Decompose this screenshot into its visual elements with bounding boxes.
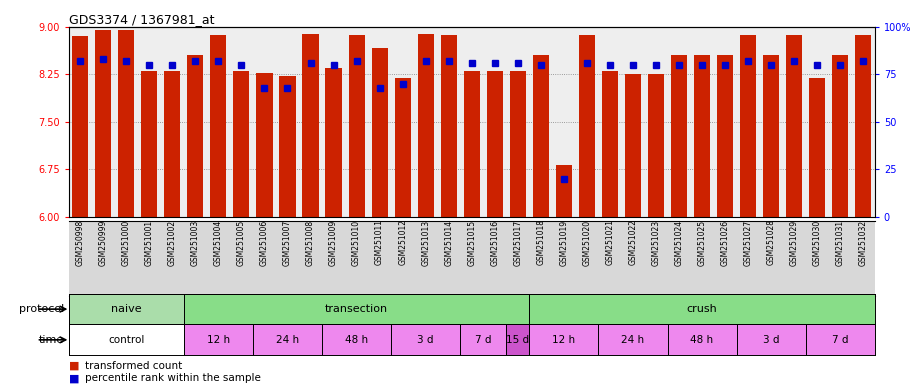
Bar: [533, 55, 549, 217]
Bar: [602, 71, 618, 217]
Text: 3 d: 3 d: [763, 335, 780, 345]
Text: 12 h: 12 h: [552, 335, 575, 345]
Text: percentile rank within the sample: percentile rank within the sample: [85, 373, 261, 383]
Text: 15 d: 15 d: [507, 335, 529, 345]
Bar: [507, 324, 529, 355]
Bar: [72, 36, 88, 217]
Bar: [694, 55, 710, 217]
Bar: [253, 324, 322, 355]
Text: ■: ■: [69, 361, 79, 371]
Bar: [234, 71, 249, 217]
Bar: [95, 30, 112, 217]
Bar: [391, 324, 460, 355]
Text: 24 h: 24 h: [276, 335, 299, 345]
Text: 7 d: 7 d: [475, 335, 492, 345]
Bar: [463, 71, 480, 217]
Bar: [486, 71, 503, 217]
Text: 7 d: 7 d: [832, 335, 848, 345]
Text: 3 d: 3 d: [418, 335, 434, 345]
Bar: [211, 35, 226, 217]
Bar: [717, 55, 733, 217]
Text: 48 h: 48 h: [345, 335, 368, 345]
Text: 12 h: 12 h: [207, 335, 230, 345]
Bar: [256, 73, 273, 217]
Bar: [671, 55, 687, 217]
Bar: [740, 35, 757, 217]
Bar: [418, 35, 434, 217]
Bar: [598, 324, 668, 355]
Text: 24 h: 24 h: [621, 335, 645, 345]
Bar: [736, 324, 806, 355]
Bar: [325, 68, 342, 217]
Bar: [372, 48, 387, 217]
Bar: [184, 294, 529, 324]
Bar: [164, 71, 180, 217]
Bar: [395, 78, 410, 217]
Bar: [184, 324, 253, 355]
Bar: [187, 55, 203, 217]
Text: 48 h: 48 h: [691, 335, 714, 345]
Bar: [529, 294, 875, 324]
Bar: [832, 55, 848, 217]
Bar: [529, 324, 598, 355]
Bar: [322, 324, 391, 355]
Bar: [302, 35, 319, 217]
Bar: [856, 35, 871, 217]
Text: protocol: protocol: [19, 304, 64, 314]
Bar: [441, 35, 457, 217]
Bar: [348, 35, 365, 217]
Text: time: time: [38, 335, 64, 345]
Bar: [69, 324, 184, 355]
Bar: [460, 324, 507, 355]
Bar: [806, 324, 875, 355]
Text: transformed count: transformed count: [85, 361, 182, 371]
Bar: [809, 78, 825, 217]
Bar: [556, 165, 572, 217]
Bar: [509, 71, 526, 217]
Text: naive: naive: [111, 304, 142, 314]
Bar: [69, 294, 184, 324]
Bar: [786, 35, 802, 217]
Text: crush: crush: [687, 304, 717, 314]
Bar: [763, 55, 780, 217]
Text: GDS3374 / 1367981_at: GDS3374 / 1367981_at: [69, 13, 214, 26]
Text: ■: ■: [69, 373, 79, 383]
Text: control: control: [108, 335, 145, 345]
Bar: [141, 71, 158, 217]
Bar: [625, 74, 641, 217]
Bar: [648, 74, 664, 217]
Bar: [579, 35, 595, 217]
Bar: [279, 76, 296, 217]
Bar: [668, 324, 736, 355]
Bar: [118, 30, 135, 217]
Text: transection: transection: [325, 304, 388, 314]
